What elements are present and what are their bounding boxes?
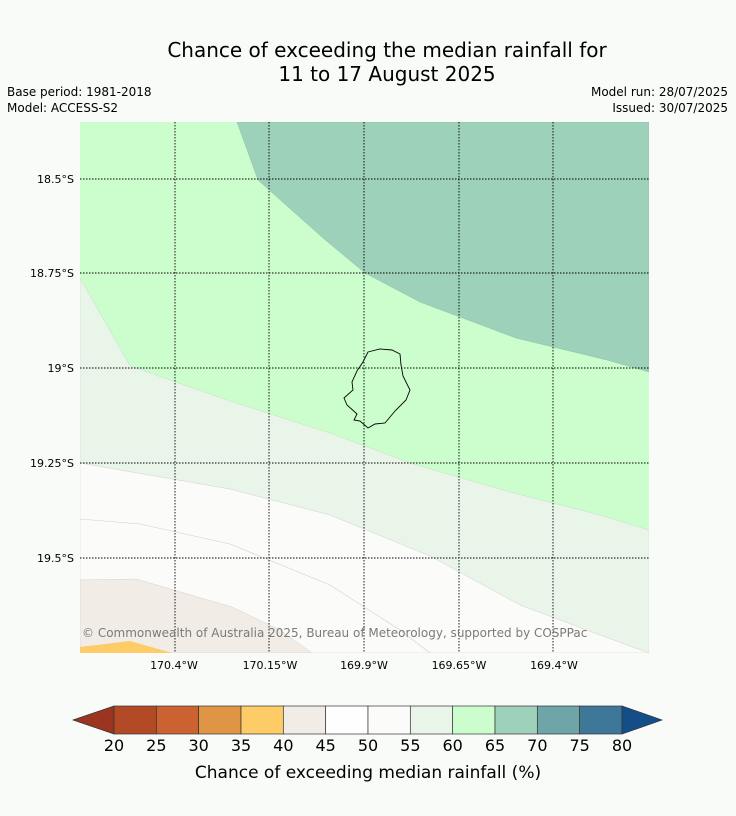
colorbar-cell [579, 705, 623, 735]
colorbar-cell [113, 705, 157, 735]
colorbar-cells [113, 705, 623, 735]
colorbar-cell [536, 705, 581, 735]
lat-label-5: 19.5°S [37, 552, 74, 565]
colorbar-cell [452, 705, 496, 735]
colorbar-tick-label: 40 [273, 736, 293, 755]
graticule [80, 122, 649, 653]
colorbar-cell [325, 705, 369, 735]
colorbar-cell [409, 705, 454, 735]
colorbar-ticks: 20 25 30 35 40 45 50 55 60 65 70 75 80 [104, 736, 632, 755]
map-panel: 170.4°W 170.15°W 169.9°W 169.65°W 169.4°… [30, 122, 649, 672]
lon-label-1: 170.4°W [150, 659, 198, 672]
colorbar-tick-label: 75 [569, 736, 589, 755]
info-left: Base period: 1981-2018 Model: ACCESS-S2 [7, 84, 152, 116]
lon-label-2: 170.15°W [243, 659, 298, 672]
model-name: Model: ACCESS-S2 [7, 101, 119, 115]
info-right: Model run: 28/07/2025 Issued: 30/07/2025 [591, 84, 728, 116]
colorbar-cell [367, 705, 411, 735]
lon-label-4: 169.65°W [432, 659, 487, 672]
model-run: Model run: 28/07/2025 [590, 85, 728, 99]
colorbar-tick-label: 65 [485, 736, 505, 755]
colorbar-tick-label: 35 [231, 736, 251, 755]
colorbar-cell [240, 705, 284, 735]
colorbar-tick-label: 60 [442, 736, 462, 755]
title-line-2: 11 to 17 August 2025 [278, 62, 496, 86]
colorbar-cell [494, 705, 538, 735]
region-40-45 [80, 578, 313, 653]
region-65-70 [236, 122, 649, 373]
title-line-1: Chance of exceeding the median rainfall … [167, 38, 607, 62]
colorbar-tick-label: 30 [188, 736, 208, 755]
base-period: Base period: 1981-2018 [7, 85, 152, 99]
island-outline [343, 348, 411, 429]
colorbar-cell [282, 705, 327, 735]
colorbar-cell [198, 705, 242, 735]
colorbar-tick-label: 80 [612, 736, 632, 755]
colorbar-tick-label: 55 [400, 736, 420, 755]
issued-date: Issued: 30/07/2025 [612, 101, 728, 115]
lat-label-1: 18.5°S [37, 173, 74, 186]
colorbar-label: Chance of exceeding median rainfall (%) [195, 763, 541, 783]
lat-label-2: 18.75°S [30, 267, 74, 280]
colorbar-tick-label: 45 [315, 736, 335, 755]
lon-label-5: 169.4°W [530, 659, 578, 672]
contour-50 [80, 518, 431, 653]
colorbar-extend-high [621, 705, 664, 735]
colorbar-tick-label: 70 [527, 736, 547, 755]
colorbar-extend-low [71, 705, 115, 735]
copyright-notice: © Commonwealth of Australia 2025, Bureau… [82, 626, 587, 640]
region-35-40 [80, 641, 172, 653]
colorbar-tick-label: 25 [146, 736, 166, 755]
lon-label-3: 169.9°W [340, 659, 388, 672]
colorbar-tick-label: 20 [104, 736, 124, 755]
map-title: Chance of exceeding the median rainfall … [0, 38, 736, 86]
lat-label-3: 19°S [48, 362, 74, 375]
colorbar-cell [155, 705, 200, 735]
lat-label-4: 19.25°S [30, 457, 74, 470]
colorbar-tick-label: 50 [358, 736, 378, 755]
